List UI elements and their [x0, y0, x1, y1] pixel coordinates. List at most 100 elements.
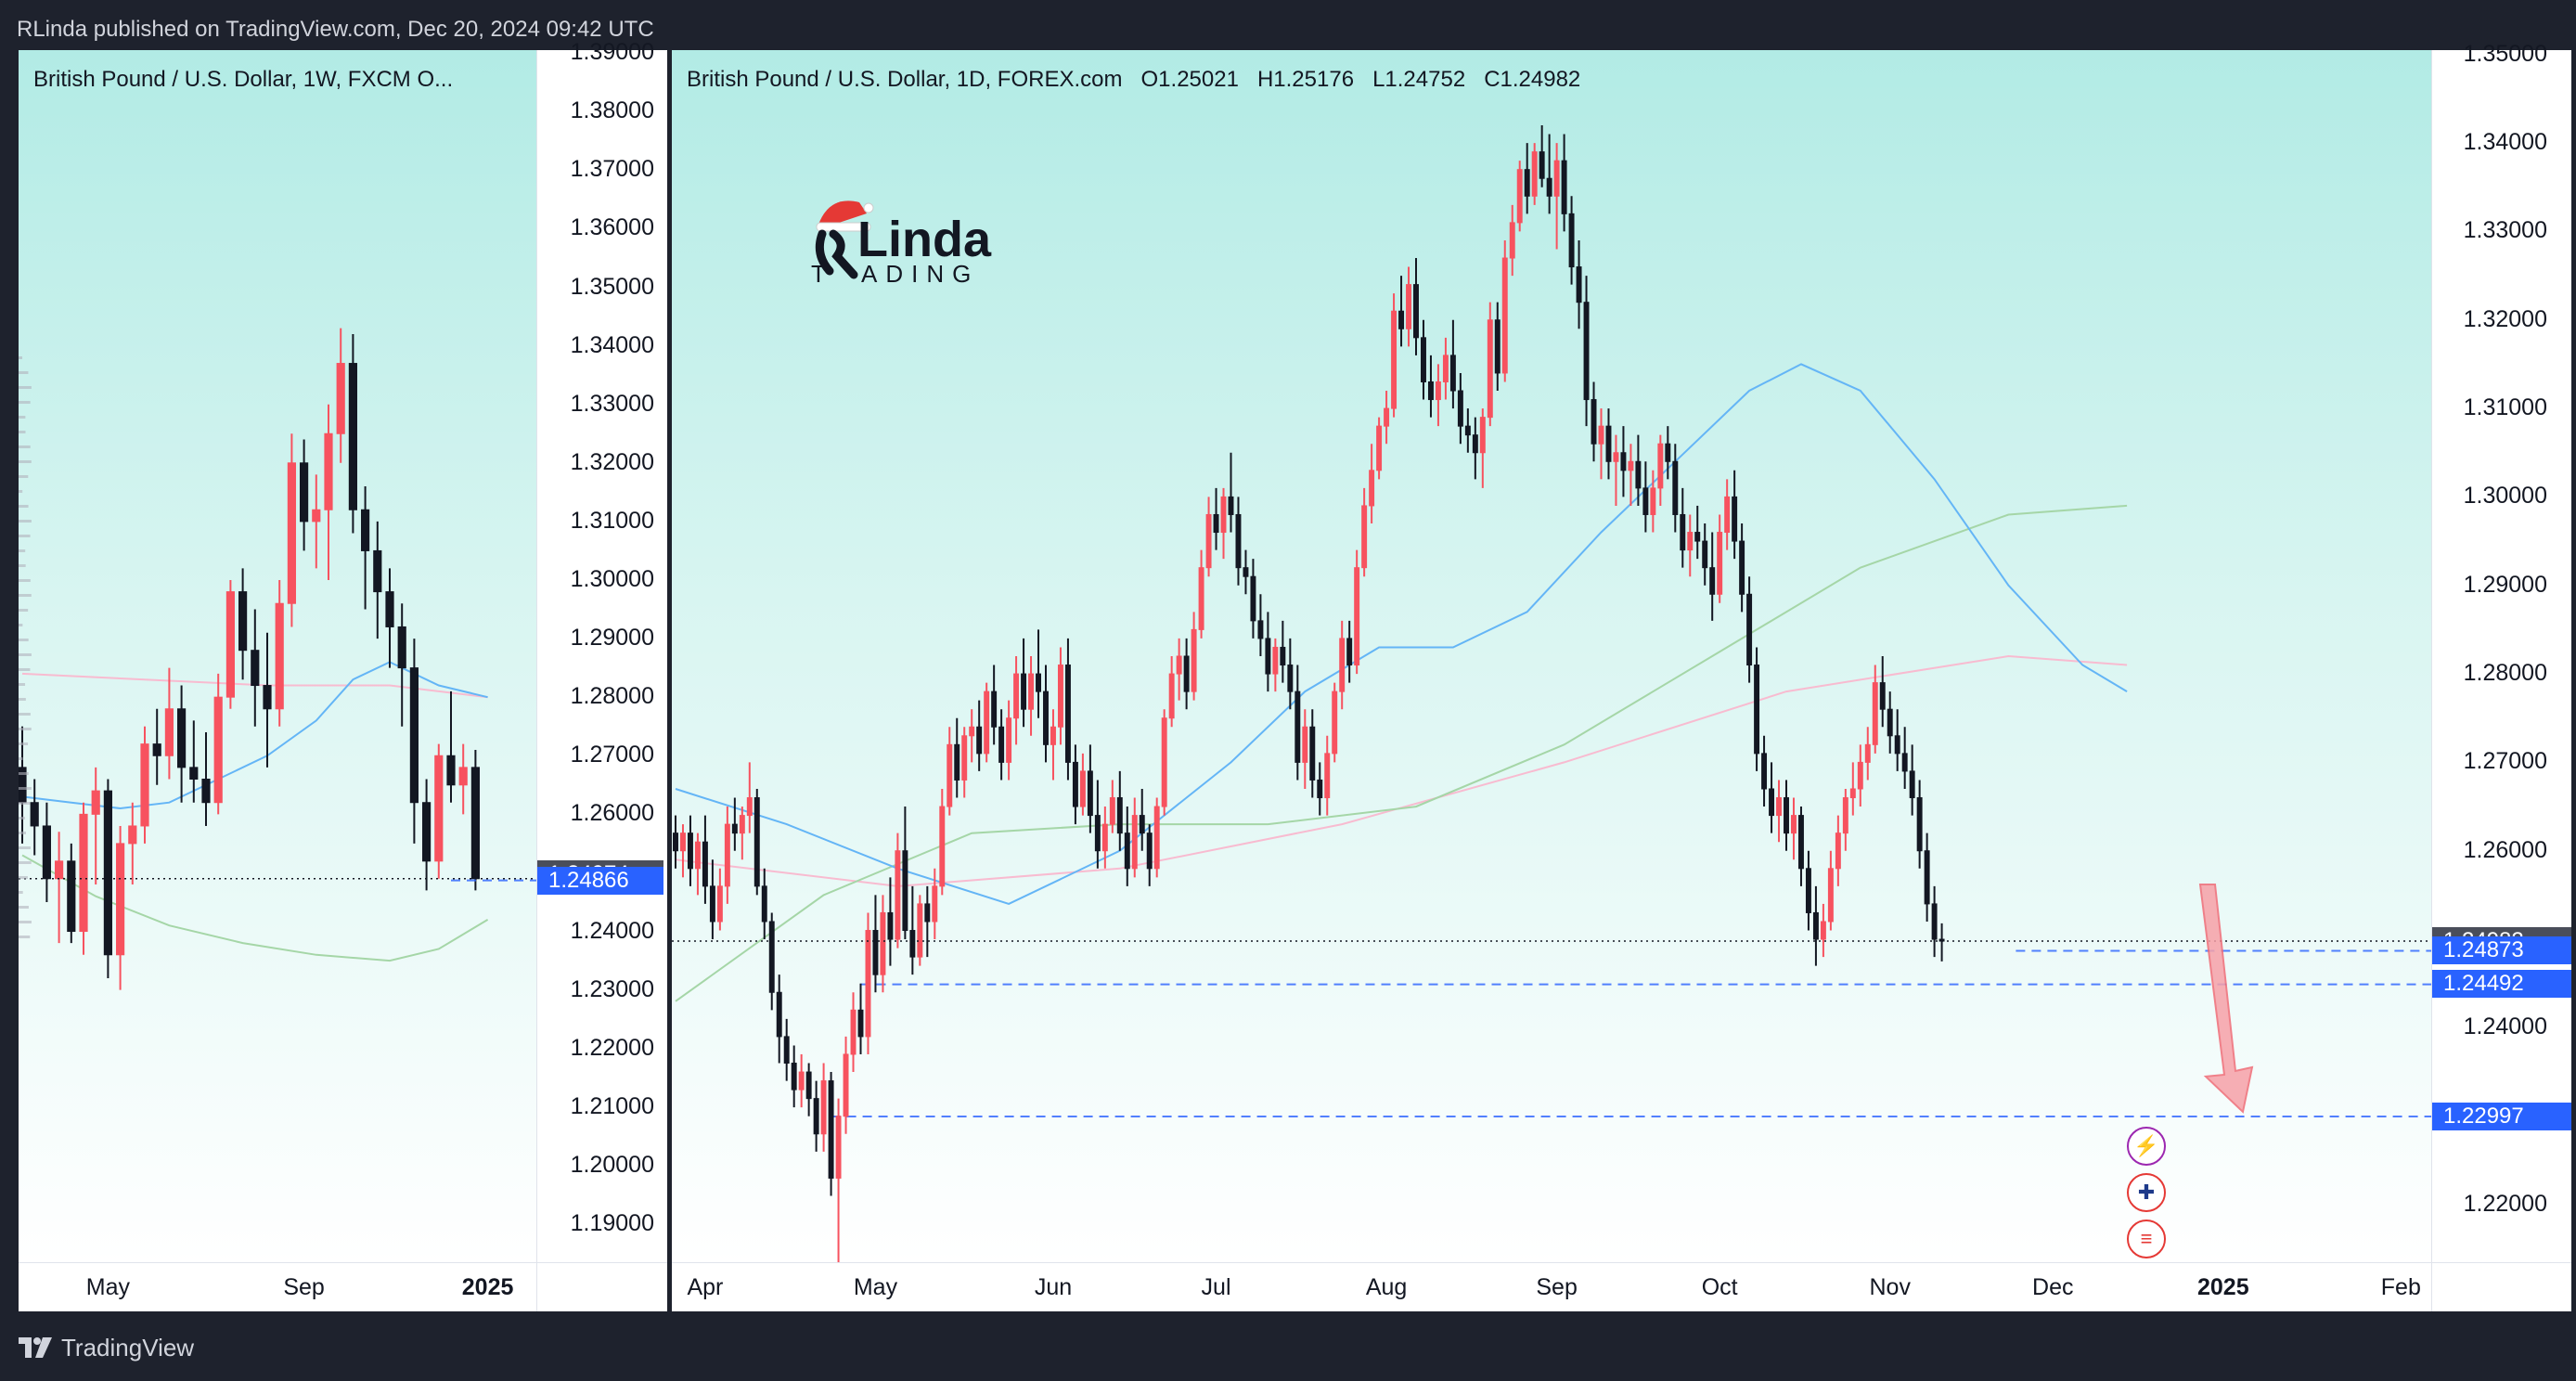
bearish-candle: [1672, 460, 1679, 515]
time-tick-label: Feb: [2380, 1274, 2421, 1300]
price-tick-label: 1.36000: [570, 214, 654, 241]
bullish-candle: [1842, 797, 1848, 834]
bullish-candle: [1161, 717, 1167, 807]
rlinda-trading-logo: Linda T ADING: [802, 186, 1024, 288]
bearish-candle: [1457, 390, 1463, 427]
bullish-candle: [1553, 160, 1560, 197]
bearish-candle: [1021, 673, 1027, 710]
bearish-candle: [1576, 266, 1582, 303]
bearish-candle: [1309, 726, 1316, 781]
bullish-candle: [724, 823, 730, 887]
price-tick-label: 1.33000: [570, 390, 654, 417]
bearish-candle: [1094, 815, 1101, 852]
bearish-candle: [152, 743, 161, 756]
bearish-candle: [761, 885, 767, 923]
bearish-candle: [1183, 655, 1190, 692]
bearish-candle: [1494, 319, 1501, 374]
bearish-candle: [954, 743, 960, 781]
bearish-candle: [361, 509, 370, 551]
uk-flag-event-icon[interactable]: ✚: [2127, 1173, 2166, 1212]
price-tick-label: 1.19000: [570, 1209, 654, 1236]
volume-profile-bar: [19, 594, 32, 597]
bullish-candle: [1205, 513, 1212, 569]
bullish-candle: [1849, 788, 1856, 799]
moving-average-blue-line: [675, 363, 2128, 905]
bullish-candle: [287, 462, 296, 604]
bullish-candle: [1168, 673, 1175, 719]
price-tick-label: 1.35000: [2463, 40, 2547, 67]
weekly-chart-title: British Pound / U.S. Dollar, 1W, FXCM O.…: [33, 67, 454, 92]
bearish-candle: [1746, 593, 1753, 666]
daily-time-axis[interactable]: Apr May Jun Jul Aug Sep Oct Nov Dec 2025 Feb: [672, 1262, 2431, 1311]
bullish-candle: [1101, 823, 1108, 852]
volume-profile-bar: [19, 876, 28, 879]
bearish-candle: [1064, 665, 1071, 763]
bullish-candle: [434, 755, 444, 862]
bearish-candle: [976, 726, 983, 755]
weekly-price-axis[interactable]: 1.39000 1.38000 1.37000 1.36000 1.35000 1.340…: [536, 39, 667, 1262]
bullish-candle: [1050, 726, 1056, 745]
price-tick-label: 1.27000: [570, 742, 654, 768]
price-tick-label: 1.32000: [2463, 305, 2547, 332]
bearish-candle: [1250, 575, 1256, 622]
bullish-candle: [843, 1053, 849, 1117]
bearish-candle: [189, 767, 199, 780]
bearish-candle: [753, 797, 760, 887]
bullish-candle: [1516, 169, 1523, 224]
price-tick-label: 1.28000: [2463, 660, 2547, 687]
bearish-candle: [1583, 302, 1590, 401]
bullish-candle: [213, 696, 223, 804]
volume-profile-bar: [19, 891, 23, 894]
bearish-candle: [1228, 496, 1234, 515]
bullish-candle: [1339, 638, 1346, 692]
tradingview-footer[interactable]: TradingView: [19, 1331, 194, 1364]
bearish-candle: [1901, 753, 1908, 772]
bullish-candle: [91, 790, 100, 815]
economic-event-lightning-icon[interactable]: ⚡: [2127, 1127, 2166, 1166]
ohlc-low: L1.24752: [1372, 67, 1466, 92]
price-tick-label: 1.33000: [2463, 217, 2547, 244]
price-tick-label: 1.34000: [2463, 129, 2547, 156]
bearish-candle: [1317, 779, 1323, 799]
daily-price-axis[interactable]: 1.35000 1.34000 1.33000 1.32000 1.31000 1.300…: [2431, 41, 2571, 1262]
bullish-candle: [1835, 832, 1841, 870]
weekly-plot-area[interactable]: British Pound / U.S. Dollar, 1W, FXCM O.…: [19, 50, 536, 1262]
bullish-candle: [917, 903, 923, 958]
bullish-candle: [225, 591, 235, 698]
bullish-candle: [312, 509, 321, 523]
bearish-candle: [373, 549, 382, 593]
bearish-candle: [103, 790, 112, 956]
daily-axis-corner: [2431, 1262, 2571, 1311]
bearish-candle: [791, 1063, 797, 1091]
volume-profile-bar: [19, 742, 29, 745]
daily-chart-panel[interactable]: British Pound / U.S. Dollar, 1D, FOREX.c…: [672, 41, 2571, 1311]
time-tick-label: Oct: [1701, 1274, 1738, 1300]
bearish-candle: [1680, 513, 1686, 551]
bearish-candle: [1561, 160, 1567, 214]
price-tick-label: 1.24000: [570, 917, 654, 944]
us-flag-event-icon[interactable]: ≡: [2127, 1220, 2166, 1258]
time-tick-label: Sep: [1536, 1274, 1578, 1300]
moving-average-green-line: [675, 504, 2128, 1002]
price-tick-label: 1.30000: [570, 565, 654, 592]
bearish-candle: [1124, 832, 1130, 870]
price-tick-label: 1.27000: [2463, 748, 2547, 775]
bearish-candle: [1887, 708, 1893, 737]
bearish-candle: [1280, 646, 1286, 666]
bearish-candle: [1294, 690, 1301, 763]
weekly-time-axis[interactable]: May Sep 2025: [19, 1262, 536, 1311]
bearish-candle: [1413, 284, 1419, 339]
volume-profile-bar: [19, 802, 31, 805]
bullish-candle: [1079, 770, 1086, 807]
bullish-candle: [1006, 717, 1012, 763]
daily-plot-area[interactable]: British Pound / U.S. Dollar, 1D, FOREX.c…: [672, 50, 2431, 1262]
bearish-candle: [702, 841, 708, 887]
bullish-candle: [835, 1116, 842, 1179]
ohlc-open: O1.25021: [1140, 67, 1239, 92]
bullish-candle: [947, 743, 953, 807]
volume-profile-bar: [19, 431, 26, 433]
price-tick-label: 1.22000: [570, 1034, 654, 1061]
bearish-candle: [1754, 665, 1760, 755]
weekly-chart-panel[interactable]: British Pound / U.S. Dollar, 1W, FXCM O.…: [19, 39, 667, 1311]
bearish-candle: [42, 825, 51, 880]
